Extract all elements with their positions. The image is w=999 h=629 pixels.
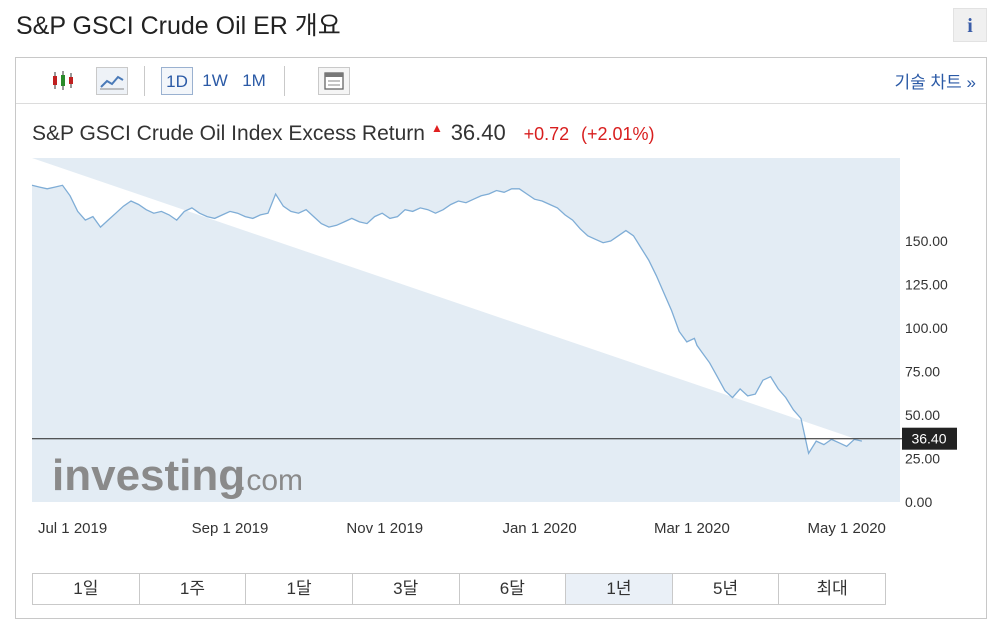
y-tick-label: 25.00 bbox=[905, 451, 940, 467]
x-tick-label: Sep 1 2019 bbox=[192, 520, 269, 537]
period-button-1m[interactable]: 1M bbox=[242, 71, 266, 90]
chart-toolbar: 1D 1W 1M 기술 차트 » bbox=[16, 58, 986, 104]
y-tick-label: 125.00 bbox=[905, 277, 948, 293]
price-line bbox=[31, 184, 863, 456]
up-arrow-icon: ▲ bbox=[430, 121, 443, 135]
data-table-icon[interactable] bbox=[318, 67, 350, 95]
x-tick-label: Jul 1 2019 bbox=[38, 520, 107, 537]
range-tab[interactable]: 6달 bbox=[460, 574, 567, 604]
info-button[interactable]: i bbox=[953, 8, 987, 42]
last-price: 36.40 bbox=[450, 120, 506, 145]
period-button-1w[interactable]: 1W bbox=[202, 71, 228, 90]
price-change: +0.72 bbox=[523, 124, 570, 144]
last-price-tag bbox=[902, 427, 957, 450]
x-tick-label: Jan 1 2020 bbox=[502, 520, 576, 537]
y-tick-label: 100.00 bbox=[905, 320, 948, 336]
toolbar-separator bbox=[144, 66, 145, 96]
range-tab[interactable]: 5년 bbox=[673, 574, 780, 604]
y-tick-label: 0.00 bbox=[905, 494, 932, 510]
chart-panel: 1D 1W 1M 기술 차트 » S&P GSCI Crude Oil Inde… bbox=[15, 57, 987, 619]
range-tab[interactable]: 1일 bbox=[33, 574, 140, 604]
technical-chart-link[interactable]: 기술 차트 » bbox=[894, 73, 976, 92]
x-tick-label: Nov 1 2019 bbox=[346, 520, 423, 537]
investing-watermark: investing bbox=[52, 451, 245, 500]
line-chart-icon[interactable] bbox=[96, 67, 128, 95]
investing-watermark-suffix: .com bbox=[238, 464, 303, 497]
range-tab[interactable]: 최대 bbox=[816, 579, 848, 598]
last-price-tag-label: 36.40 bbox=[911, 431, 946, 447]
range-tab[interactable]: 1주 bbox=[140, 574, 247, 604]
area-mask bbox=[32, 158, 862, 454]
price-chart[interactable]: investing.com 150.00 125.00 100.00 75.00 50.0… bbox=[16, 58, 986, 568]
y-tick-label: 75.00 bbox=[905, 364, 940, 380]
range-tab[interactable]: 3달 bbox=[353, 574, 460, 604]
time-range-selector: 1일 1주 1달 3달 6달 1년 5년 최대 bbox=[32, 573, 886, 605]
price-change-percent: (+2.01%) bbox=[580, 124, 655, 144]
range-tab[interactable]: 1년 bbox=[566, 574, 673, 604]
y-tick-label: 50.00 bbox=[905, 407, 940, 423]
x-tick-label: May 1 2020 bbox=[808, 520, 886, 537]
range-tab[interactable]: 1달 bbox=[246, 574, 353, 604]
candlestick-chart-icon[interactable] bbox=[46, 67, 80, 95]
x-tick-label: Mar 1 2020 bbox=[654, 520, 730, 537]
chart-header: S&P GSCI Crude Oil Index Excess Return ▲ … bbox=[32, 120, 655, 146]
period-button-1d[interactable]: 1D bbox=[161, 67, 193, 95]
instrument-name: S&P GSCI Crude Oil Index Excess Return bbox=[32, 122, 425, 145]
toolbar-separator bbox=[284, 66, 285, 96]
y-tick-label: 150.00 bbox=[905, 233, 948, 249]
page-title: S&P GSCI Crude Oil ER 개요 bbox=[16, 12, 341, 40]
